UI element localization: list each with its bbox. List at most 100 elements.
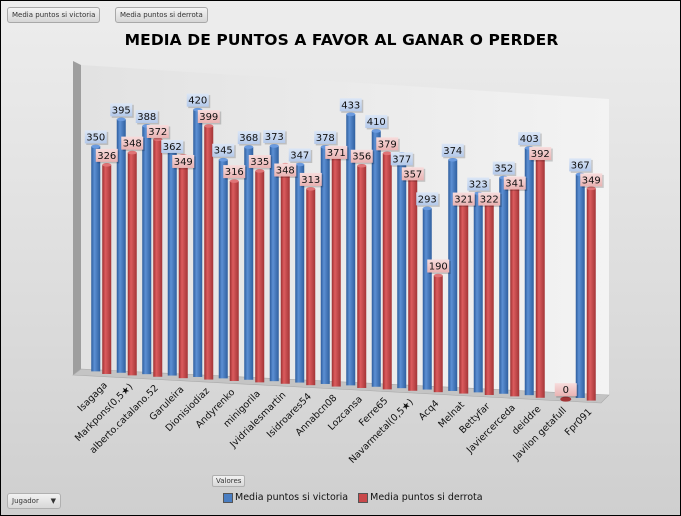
legend: Media puntos si victoria Media puntos si… (223, 492, 483, 503)
data-label-victoria-6: 368 (237, 131, 262, 146)
data-label-derrota-3: 349 (172, 154, 196, 170)
data-label-victoria-4: 420 (186, 93, 211, 109)
bar-derrota-13 (433, 275, 443, 393)
bar-victoria-11 (371, 130, 381, 387)
bar-derrota-7 (280, 164, 290, 384)
data-label-text-derrota-17: 392 (531, 149, 550, 160)
data-label-derrota-9: 371 (325, 145, 349, 161)
data-label-derrota-12: 357 (401, 167, 426, 182)
data-label-derrota-1: 348 (121, 136, 145, 152)
bar-top-derrota-4 (204, 124, 214, 128)
bar-top-derrota-19 (586, 186, 596, 191)
bar-top-derrota-0 (102, 163, 112, 167)
bar-victoria-9 (320, 146, 330, 384)
axis-field-dropdown[interactable]: Jugador ▼ (7, 493, 61, 509)
bar-top-victoria-7 (269, 144, 279, 148)
bar-top-derrota-13 (433, 273, 443, 278)
bar-top-victoria-8 (295, 162, 305, 167)
data-label-text-derrota-7: 348 (276, 166, 295, 177)
data-label-victoria-5: 345 (212, 143, 236, 159)
legend-swatch-derrota (358, 492, 369, 503)
data-label-text-derrota-10: 356 (352, 152, 371, 163)
bar-victoria-8 (295, 164, 305, 383)
data-label-text-victoria-15: 323 (469, 180, 488, 191)
bar-victoria-10 (346, 114, 356, 386)
bar-victoria-1 (116, 119, 126, 373)
data-label-text-derrota-13: 190 (429, 262, 448, 273)
data-label-text-derrota-16: 341 (505, 179, 524, 190)
data-label-text-victoria-3: 362 (163, 142, 182, 153)
bar-top-victoria-10 (346, 112, 356, 117)
bar-top-derrota-10 (357, 163, 367, 168)
bar-top-victoria-6 (244, 145, 254, 149)
data-label-derrota-4: 399 (197, 109, 222, 125)
bar-top-derrota-11 (382, 151, 392, 156)
data-label-text-victoria-17: 403 (520, 134, 539, 145)
bar-victoria-5 (218, 159, 228, 379)
chevron-down-icon: ▼ (50, 497, 56, 505)
data-label-text-derrota-1: 348 (123, 139, 142, 150)
bar-derrota-19 (586, 188, 596, 401)
data-label-derrota-6: 335 (248, 154, 273, 170)
data-label-derrota-11: 379 (376, 137, 400, 152)
values-button[interactable]: Valores (212, 475, 246, 487)
data-label-victoria-16: 352 (492, 161, 517, 177)
axis-field-label: Jugador (12, 497, 39, 505)
bar-top-derrota-8 (306, 187, 316, 191)
data-label-text-derrota-14: 321 (454, 195, 473, 206)
field-button-victoria[interactable]: Media puntos si victoria (7, 7, 101, 23)
bar-victoria-13 (422, 208, 432, 390)
legend-label-victoria: Media puntos si victoria (235, 492, 349, 503)
data-label-text-victoria-13: 293 (418, 194, 437, 205)
bar-victoria-14 (448, 159, 458, 391)
data-label-victoria-15: 323 (467, 177, 491, 193)
data-label-text-victoria-0: 350 (86, 132, 105, 143)
bar-derrota-11 (382, 153, 392, 390)
data-label-text-victoria-5: 345 (214, 146, 233, 157)
bar-victoria-7 (269, 145, 279, 382)
bar-top-victoria-0 (91, 144, 101, 149)
bar-derrota-9 (331, 154, 341, 387)
bar-derrota-4 (204, 125, 214, 380)
data-label-text-victoria-16: 352 (494, 164, 513, 175)
bar-victoria-17 (524, 148, 534, 396)
data-label-victoria-12: 377 (390, 152, 415, 167)
bar-derrota-18 (560, 396, 572, 402)
bar-top-derrota-2 (153, 137, 163, 141)
data-label-victoria-1: 395 (110, 103, 134, 118)
data-label-derrota-8: 313 (299, 172, 324, 188)
bar-derrota-14 (459, 195, 469, 394)
data-label-text-derrota-9: 371 (327, 148, 346, 159)
data-label-text-victoria-14: 374 (443, 146, 462, 157)
bar-victoria-19 (575, 174, 585, 398)
data-label-derrota-19: 349 (580, 173, 604, 188)
data-label-text-victoria-8: 347 (290, 151, 309, 162)
legend-label-derrota: Media puntos si derrota (370, 492, 483, 503)
field-button-derrota[interactable]: Media puntos si derrota (115, 7, 208, 23)
data-label-text-derrota-19: 349 (582, 175, 601, 186)
bar-victoria-15 (473, 193, 483, 393)
bar-derrota-8 (306, 188, 316, 386)
bar-derrota-16 (510, 187, 520, 397)
bar-victoria-0 (91, 146, 101, 372)
bar-derrota-3 (178, 156, 188, 379)
data-label-derrota-18: 0 (554, 383, 579, 398)
data-label-derrota-13: 190 (427, 259, 451, 275)
x-tick-label-19: Fpr091 (563, 407, 594, 438)
bar-derrota-0 (102, 164, 112, 374)
data-label-text-derrota-3: 349 (174, 157, 193, 168)
data-label-text-victoria-4: 420 (188, 96, 207, 107)
bar-top-derrota-6 (255, 169, 265, 173)
data-label-text-derrota-8: 313 (301, 175, 320, 186)
data-label-victoria-19: 367 (569, 158, 593, 173)
bar-derrota-10 (357, 165, 367, 388)
bar-derrota-5 (229, 181, 239, 381)
data-label-derrota-2: 372 (146, 124, 171, 140)
data-label-victoria-0: 350 (84, 130, 109, 145)
data-label-victoria-8: 347 (288, 148, 313, 164)
side-wall (73, 61, 81, 375)
bar-derrota-15 (484, 197, 494, 395)
data-label-text-derrota-15: 322 (480, 195, 499, 206)
